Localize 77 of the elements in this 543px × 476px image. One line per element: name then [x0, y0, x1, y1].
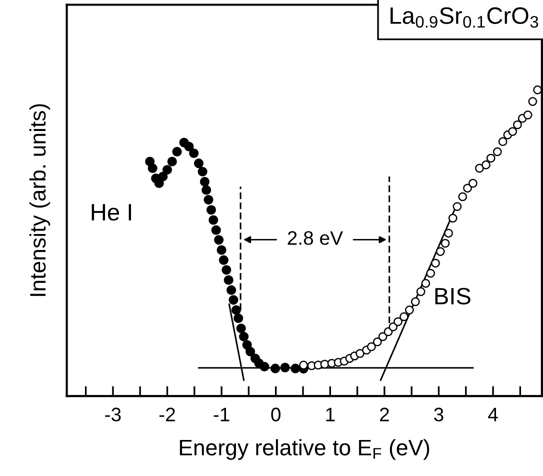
point: [172, 146, 182, 157]
chart-title: La$_{0.9}$Sr$_{0.1}$CrO$_{3}$: [390, 7, 538, 28]
point: [214, 235, 224, 245]
point: [372, 337, 382, 346]
point: [463, 184, 472, 193]
point: [211, 225, 221, 235]
point: [416, 287, 426, 296]
point: [523, 110, 532, 120]
point: [410, 297, 420, 306]
point: [426, 268, 436, 278]
point: [498, 137, 508, 146]
x-tick-label: 4: [488, 408, 498, 422]
x-tick-label: -3: [105, 408, 121, 422]
point: [444, 228, 453, 238]
point: [513, 120, 522, 130]
point: [431, 258, 440, 268]
point: [475, 164, 484, 173]
point: [234, 313, 244, 324]
point: [468, 178, 478, 188]
point: [216, 245, 226, 255]
point: [208, 215, 218, 225]
point: [320, 360, 330, 369]
point: [366, 342, 376, 352]
point: [394, 317, 402, 326]
point: [482, 160, 490, 170]
x-axis-title: Energy relative to E$_{F}$ (eV): [180, 439, 430, 460]
point: [204, 194, 214, 205]
point: [404, 306, 414, 314]
point: [228, 295, 238, 305]
point: [290, 364, 300, 374]
point: [222, 265, 232, 275]
point: [148, 163, 158, 174]
point: [280, 362, 290, 372]
point: [239, 332, 249, 342]
point: [440, 238, 450, 248]
point: [236, 324, 246, 334]
point: [436, 247, 445, 256]
point: [378, 332, 388, 342]
x-tick-label: -2: [159, 408, 175, 422]
point: [194, 158, 204, 168]
point: [356, 349, 364, 358]
point: [231, 305, 241, 315]
series-label: He I: [92, 204, 132, 221]
point: [421, 278, 430, 288]
point: [400, 312, 408, 322]
point: [200, 176, 210, 187]
y-axis-title: Intensity (arb. units): [29, 104, 50, 296]
x-tick-label: 2: [380, 408, 389, 422]
series-label: BIS: [435, 288, 470, 305]
point: [167, 156, 177, 166]
point: [388, 322, 398, 332]
point: [224, 275, 234, 285]
x-tick-label: 3: [434, 408, 444, 422]
point: [158, 172, 168, 182]
point: [184, 142, 194, 152]
point: [226, 285, 236, 295]
point: [260, 362, 270, 372]
x-tick-label: -1: [214, 408, 230, 422]
point: [202, 185, 212, 195]
point: [448, 214, 458, 223]
point: [528, 97, 538, 106]
x-tick-label: 0: [271, 408, 280, 422]
point: [458, 192, 468, 202]
point: [198, 166, 208, 176]
point: [486, 154, 496, 163]
point: [218, 255, 229, 265]
annotation: 2.8 eV: [288, 231, 343, 245]
x-tick-label: 1: [326, 408, 335, 422]
point: [162, 164, 172, 175]
point: [533, 85, 542, 94]
point: [189, 148, 199, 158]
point: [452, 202, 462, 211]
point: [270, 364, 280, 374]
point: [508, 127, 518, 136]
point: [206, 205, 216, 215]
point: [492, 147, 502, 156]
point: [246, 346, 256, 356]
